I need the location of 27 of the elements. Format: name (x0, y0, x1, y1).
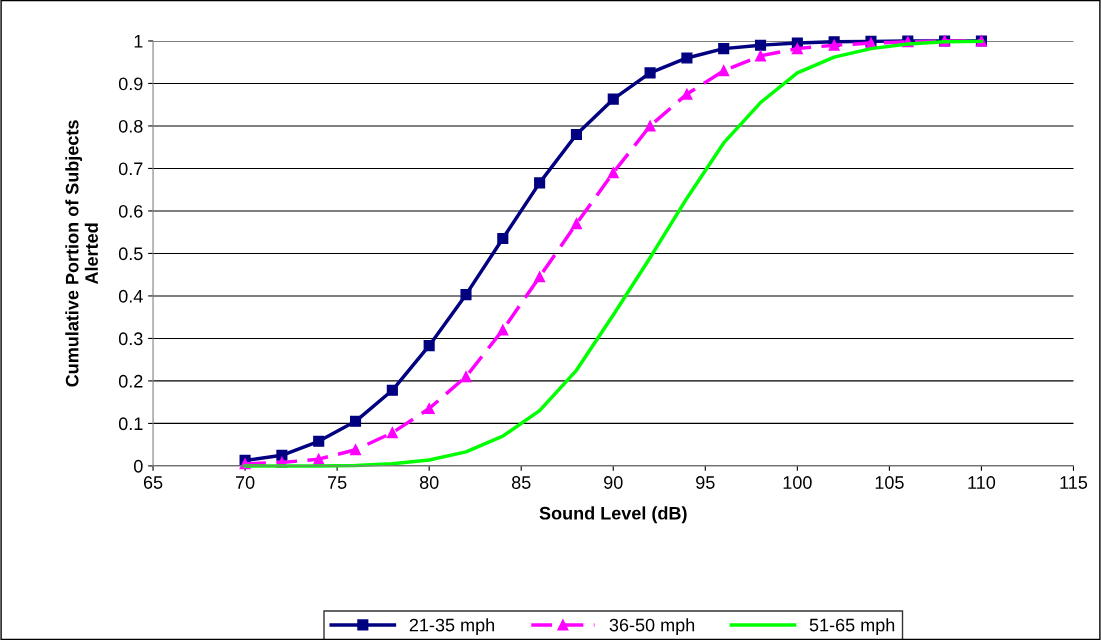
x-tick-label: 110 (968, 476, 996, 489)
x-tick-label: 65 (143, 476, 163, 489)
x-tick-label: 90 (604, 476, 623, 489)
x-tick-label: 70 (235, 476, 255, 489)
legend-label: 51-65 mph (809, 618, 895, 635)
y-tick-label: 0.8 (118, 119, 143, 133)
y-tick-label: 0.4 (118, 289, 143, 303)
y-tick-label: 0.6 (118, 204, 143, 218)
y-tick-label: 0.5 (118, 247, 143, 261)
y-tick-label: 0.7 (118, 162, 143, 176)
y-tick-label: 0.9 (118, 77, 143, 91)
x-tick-label: 95 (696, 476, 715, 489)
y-tick-label: 0.1 (118, 417, 143, 431)
legend-label: 21-35 mph (409, 618, 495, 635)
x-tick-label: 115 (1060, 476, 1088, 489)
x-tick-label: 100 (783, 476, 812, 489)
y-tick-label: 0 (133, 459, 143, 473)
x-tick-label: 105 (875, 476, 904, 489)
y-axis-title: Cumulative Portion of Subjects Alerted (65, 120, 98, 387)
x-axis-title: Sound Level (dB) (539, 506, 687, 524)
y-tick-label: 1 (134, 35, 143, 48)
y-tick-label: 0.2 (118, 374, 143, 388)
x-tick-label: 75 (328, 476, 347, 489)
x-tick-label: 80 (419, 476, 439, 489)
legend-label: 36-50 mph (609, 618, 695, 635)
x-tick-label: 85 (511, 476, 531, 489)
y-tick-label: 0.3 (118, 332, 143, 346)
